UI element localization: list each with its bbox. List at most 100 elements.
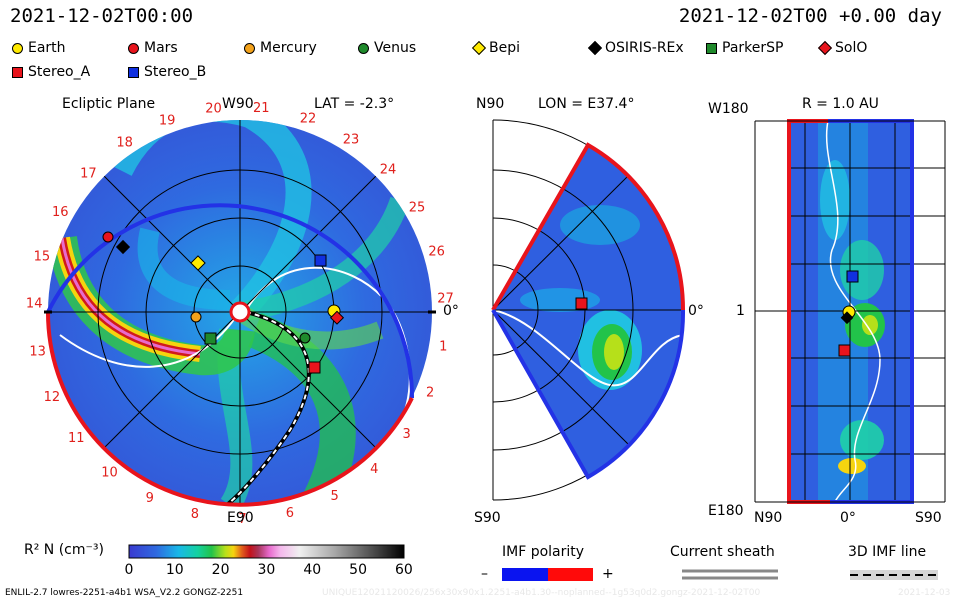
meridional-plot <box>491 119 686 501</box>
legend-item-bepi: Bepi <box>471 40 520 56</box>
parker-sp-marker <box>204 332 217 345</box>
ecliptic-title: Ecliptic Plane <box>62 96 156 112</box>
radial-mid-left: 1 <box>736 303 745 319</box>
bepi-marker <box>190 255 206 271</box>
footer-run-id: UNIQUE12021120026/256x30x90x1.2251-a4b1.… <box>322 588 761 598</box>
date-time-label: 2021-12-02T00:00 <box>10 5 194 27</box>
carrington-label: 27 <box>437 292 454 307</box>
radial-bottom-left: E180 <box>708 503 744 519</box>
colorbar-tick-label: 50 <box>349 562 367 578</box>
legend-label: Mars <box>144 40 178 56</box>
legend-item-mars: Mars <box>128 40 178 56</box>
earth-circle-icon <box>12 42 23 54</box>
carrington-label: 13 <box>29 344 46 359</box>
mars-circle-icon <box>128 42 139 54</box>
carrington-label: 7 <box>238 512 246 527</box>
stereo-b-square-icon <box>128 66 139 78</box>
imf-line-sample <box>850 570 938 580</box>
legend-item-stereo-b: Stereo_B <box>128 64 206 80</box>
lat-label: LAT = -2.3° <box>314 96 395 112</box>
carrington-label: 18 <box>116 135 133 150</box>
day-offset-label: 2021-12-02T00 +0.00 day <box>678 5 942 27</box>
legend-item-solo: SolO <box>817 40 868 56</box>
radial-bottom-zero: 0° <box>840 510 856 526</box>
imf-line-label: 3D IMF line <box>848 544 927 560</box>
legend-label: OSIRIS-REx <box>605 40 684 56</box>
colorbar-tick-label: 30 <box>257 562 276 578</box>
legend-label: SolO <box>835 40 868 56</box>
venus-marker <box>299 332 311 344</box>
mars-marker <box>102 231 114 243</box>
legend-label: Stereo_B <box>144 64 207 80</box>
ecliptic-plane-plot <box>44 120 436 507</box>
radial-top-left: W180 <box>708 101 749 117</box>
legend-label: Venus <box>374 40 417 56</box>
carrington-label: 20 <box>205 102 222 117</box>
current-sheath-label: Current sheath <box>670 544 775 560</box>
stereo-a-marker-radial <box>838 344 851 357</box>
footer-date: 2021-12-03 <box>898 588 951 598</box>
stereo-b-marker-radial <box>846 270 859 283</box>
carrington-label: 17 <box>80 167 97 182</box>
stereo-a-marker <box>308 361 321 374</box>
carrington-label: 9 <box>146 491 154 506</box>
carrington-label: 16 <box>52 205 69 220</box>
carrington-label: 25 <box>409 201 426 216</box>
legend-label: ParkerSP <box>722 40 784 56</box>
carrington-label: 6 <box>286 506 294 521</box>
legend-item-venus: Venus <box>358 40 416 56</box>
lon-label: LON = E37.4° <box>538 96 635 112</box>
ecliptic-right-label: 0° <box>443 303 459 319</box>
imf-plus-label: + <box>602 566 614 582</box>
parkersp-square-icon <box>706 42 717 54</box>
colorbar-tick-label: 40 <box>303 562 322 578</box>
stereo-a-marker-meridional <box>575 297 588 310</box>
imf-polarity-bar <box>502 568 593 581</box>
carrington-label: 15 <box>34 249 51 264</box>
ecliptic-top-label: W90 <box>222 96 254 112</box>
imf-minus-label: – <box>481 566 488 582</box>
legend-label: Earth <box>28 40 66 56</box>
venus-circle-icon <box>358 42 369 54</box>
carrington-label: 23 <box>343 132 360 147</box>
colorbar-tick-label: 60 <box>395 562 413 578</box>
meridional-right-label: 0° <box>688 303 704 319</box>
legend-label: Stereo_A <box>28 64 91 80</box>
stereo-b-marker <box>314 254 327 267</box>
colorbar-label: R² N (cm⁻³) <box>24 542 104 558</box>
carrington-label: 14 <box>26 297 43 312</box>
meridional-top-label: N90 <box>476 96 505 112</box>
density-colorbar <box>128 544 405 559</box>
legend-item-mercury: Mercury <box>244 40 317 56</box>
carrington-label: 24 <box>380 163 397 178</box>
colorbar-tick-label: 20 <box>211 562 230 578</box>
carrington-label: 21 <box>253 101 270 116</box>
legend-item-osiris-rex: OSIRIS-REx <box>587 40 684 56</box>
ecliptic-bottom-label: E90 <box>227 510 254 526</box>
radial-bottom-s90: S90 <box>915 510 942 526</box>
carrington-label: 10 <box>101 465 118 480</box>
carrington-label: 4 <box>370 462 378 477</box>
carrington-label: 2 <box>426 385 434 400</box>
carrington-label: 26 <box>428 244 445 259</box>
carrington-label: 1 <box>439 339 447 354</box>
footer-model-info: ENLIL-2.7 lowres-2251-a4b1 WSA_V2.2 GONG… <box>5 588 244 598</box>
solo-marker <box>329 310 345 325</box>
current-sheath-sample <box>682 569 778 580</box>
legend-item-earth: Earth <box>12 40 66 56</box>
colorbar-tick-label: 10 <box>165 562 184 578</box>
carrington-label: 19 <box>159 113 176 128</box>
carrington-label: 5 <box>330 489 338 504</box>
carrington-label: 8 <box>191 507 199 522</box>
legend-item-parkersp: ParkerSP <box>706 40 783 56</box>
stereo-a-square-icon <box>12 66 23 78</box>
radial-strip-plot <box>754 119 946 504</box>
imf-polarity-label: IMF polarity <box>502 544 585 560</box>
colorbar-tick-label: 0 <box>124 562 134 578</box>
radial-title: R = 1.0 AU <box>802 96 879 112</box>
carrington-label: 3 <box>403 427 411 442</box>
carrington-label: 22 <box>300 112 317 127</box>
mercury-marker <box>190 311 202 323</box>
